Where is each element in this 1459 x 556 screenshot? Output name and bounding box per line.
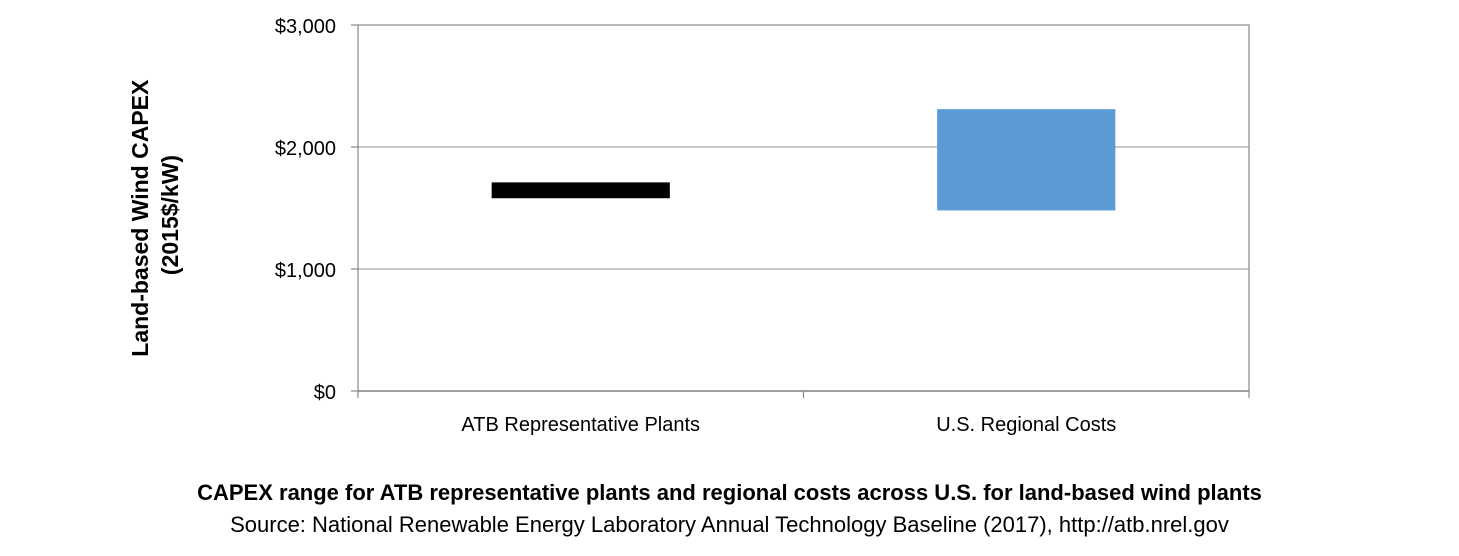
x-axis <box>357 390 1250 398</box>
y-axis-label-line1: Land-based Wind CAPEX <box>127 79 153 357</box>
x-tick-labels: ATB Representative Plants U.S. Regional C… <box>461 414 1116 436</box>
range-bar <box>937 109 1116 211</box>
figure-caption-source: Source: National Renewable Energy Labora… <box>230 512 1229 537</box>
y-axis-label: Land-based Wind CAPEX (2015$/kW) <box>127 73 183 356</box>
range-bar <box>491 182 670 199</box>
bars <box>491 109 1116 211</box>
figure-caption-title: CAPEX range for ATB representative plant… <box>197 480 1262 505</box>
y-tick-label: $1,000 <box>275 260 336 282</box>
x-tick-label: ATB Representative Plants <box>461 414 700 436</box>
y-tick-label: $3,000 <box>275 16 336 38</box>
chart: $0 $1,000 $2,000 $3,000 ATB Representative … <box>127 16 1250 436</box>
y-axis-label-line2: (2015$/kW) <box>157 155 183 275</box>
y-tick-label: $0 <box>314 382 336 404</box>
x-tick-label: U.S. Regional Costs <box>936 414 1116 436</box>
y-tick-labels: $0 $1,000 $2,000 $3,000 <box>275 16 336 404</box>
y-tick-label: $2,000 <box>275 138 336 160</box>
